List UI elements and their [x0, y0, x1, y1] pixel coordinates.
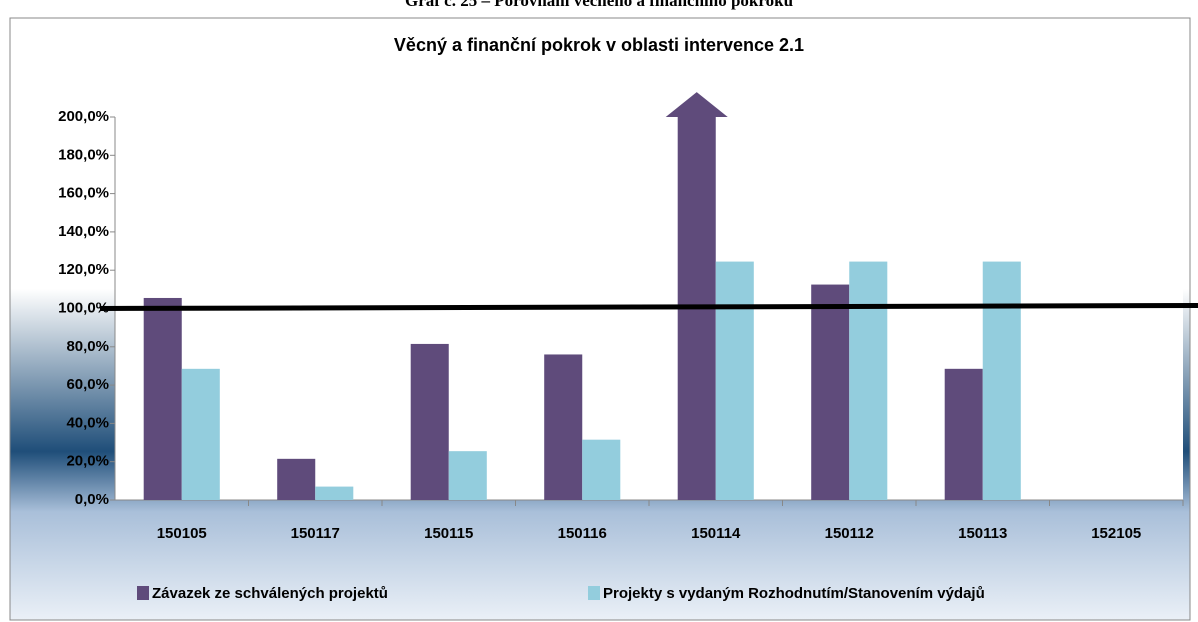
y-tick-label: 140,0% — [58, 223, 109, 240]
legend-swatch — [588, 586, 600, 600]
legend-label: Projekty s vydaným Rozhodnutím/Stanovení… — [603, 585, 985, 602]
y-tick-label: 180,0% — [58, 146, 109, 163]
y-tick-label: 0,0% — [75, 491, 109, 508]
bar — [448, 451, 487, 500]
bar — [181, 368, 220, 500]
y-tick-label: 160,0% — [58, 185, 109, 202]
y-tick-label: 40,0% — [66, 414, 109, 431]
bar — [982, 261, 1021, 500]
reference-line — [99, 303, 1198, 311]
overflow-arrow — [665, 92, 728, 117]
x-tick-label: 150113 — [958, 525, 1007, 542]
bar — [277, 458, 316, 500]
bar — [582, 439, 621, 500]
y-tick-label: 60,0% — [66, 376, 109, 393]
bar — [849, 261, 888, 500]
y-tick-label: 200,0% — [58, 108, 109, 125]
page-heading: Graf č. 25 – Porovnání věcného a finančn… — [405, 0, 793, 10]
x-tick-label: 150114 — [691, 525, 741, 542]
y-tick-label: 100,0% — [58, 299, 109, 316]
bar — [715, 261, 754, 500]
legend-label: Závazek ze schválených projektů — [152, 585, 388, 602]
y-tick-label: 20,0% — [66, 453, 109, 470]
y-tick-label: 80,0% — [66, 338, 109, 355]
y-tick-label: 120,0% — [58, 261, 109, 278]
x-tick-label: 150115 — [424, 525, 473, 542]
bar — [143, 297, 182, 500]
bar — [811, 284, 850, 500]
x-tick-label: 150105 — [157, 525, 207, 542]
x-tick-label: 152105 — [1091, 525, 1141, 542]
legend-swatch — [137, 586, 149, 600]
bar — [544, 354, 583, 500]
bar — [315, 486, 354, 500]
x-tick-label: 150112 — [825, 525, 874, 542]
chart-title: Věcný a finanční pokrok v oblasti interv… — [394, 35, 804, 55]
bar — [944, 368, 983, 500]
x-tick-label: 150116 — [558, 525, 607, 542]
x-tick-label: 150117 — [291, 525, 340, 542]
bar — [410, 343, 449, 500]
